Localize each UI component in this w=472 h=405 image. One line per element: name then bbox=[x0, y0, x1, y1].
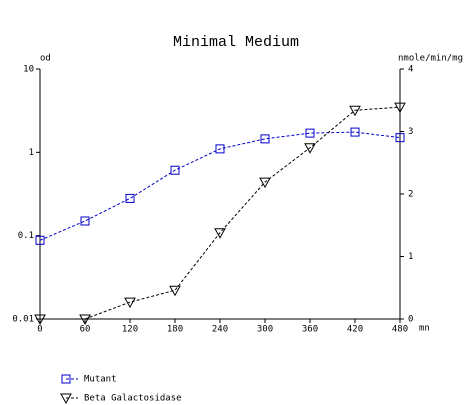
marker bbox=[304, 143, 316, 154]
x-tick-label: 360 bbox=[302, 325, 318, 335]
x-tick-label: 60 bbox=[80, 325, 91, 335]
marker bbox=[394, 102, 406, 114]
y-tick-label: 0.01 bbox=[12, 315, 34, 325]
x-tick-label: 480 bbox=[392, 325, 408, 335]
y-tick-label: 10 bbox=[23, 65, 34, 75]
marker bbox=[80, 216, 90, 226]
marker bbox=[395, 133, 405, 143]
y2-tick-label: 2 bbox=[408, 190, 413, 200]
y2-tick-label: 3 bbox=[408, 127, 413, 137]
y-tick-label: 0.1 bbox=[18, 231, 34, 241]
chart-title: Minimal Medium bbox=[173, 34, 299, 51]
y2-tick-label: 0 bbox=[408, 315, 413, 325]
series-line bbox=[39, 131, 401, 241]
x-axis-label: mn bbox=[419, 324, 430, 334]
marker bbox=[350, 127, 360, 137]
marker bbox=[170, 165, 180, 175]
series-line bbox=[40, 106, 401, 320]
marker bbox=[305, 128, 315, 138]
legend-label: Beta Galactosidase bbox=[84, 394, 182, 404]
marker bbox=[35, 235, 45, 245]
marker bbox=[214, 228, 226, 239]
y2-axis-label: nmole/min/mg bbox=[398, 54, 463, 64]
marker bbox=[260, 134, 270, 144]
marker bbox=[215, 144, 225, 154]
x-tick-label: 120 bbox=[122, 325, 138, 335]
marker bbox=[349, 105, 361, 117]
x-tick-label: 300 bbox=[257, 325, 273, 335]
y-axis-label: od bbox=[40, 54, 51, 64]
marker bbox=[259, 177, 271, 189]
marker bbox=[61, 374, 71, 384]
marker bbox=[125, 193, 135, 203]
marker bbox=[34, 314, 46, 326]
x-tick-label: 240 bbox=[212, 325, 228, 335]
marker bbox=[60, 393, 72, 405]
marker bbox=[169, 285, 181, 297]
x-tick-label: 0 bbox=[37, 325, 42, 335]
y2-tick-label: 4 bbox=[408, 65, 413, 75]
y2-tick-label: 1 bbox=[408, 252, 413, 262]
legend-label: Mutant bbox=[84, 375, 117, 385]
x-tick-label: 420 bbox=[347, 325, 363, 335]
marker bbox=[79, 314, 91, 326]
x-tick-label: 180 bbox=[167, 325, 183, 335]
marker bbox=[124, 297, 136, 309]
y-tick-label: 1 bbox=[29, 148, 34, 158]
